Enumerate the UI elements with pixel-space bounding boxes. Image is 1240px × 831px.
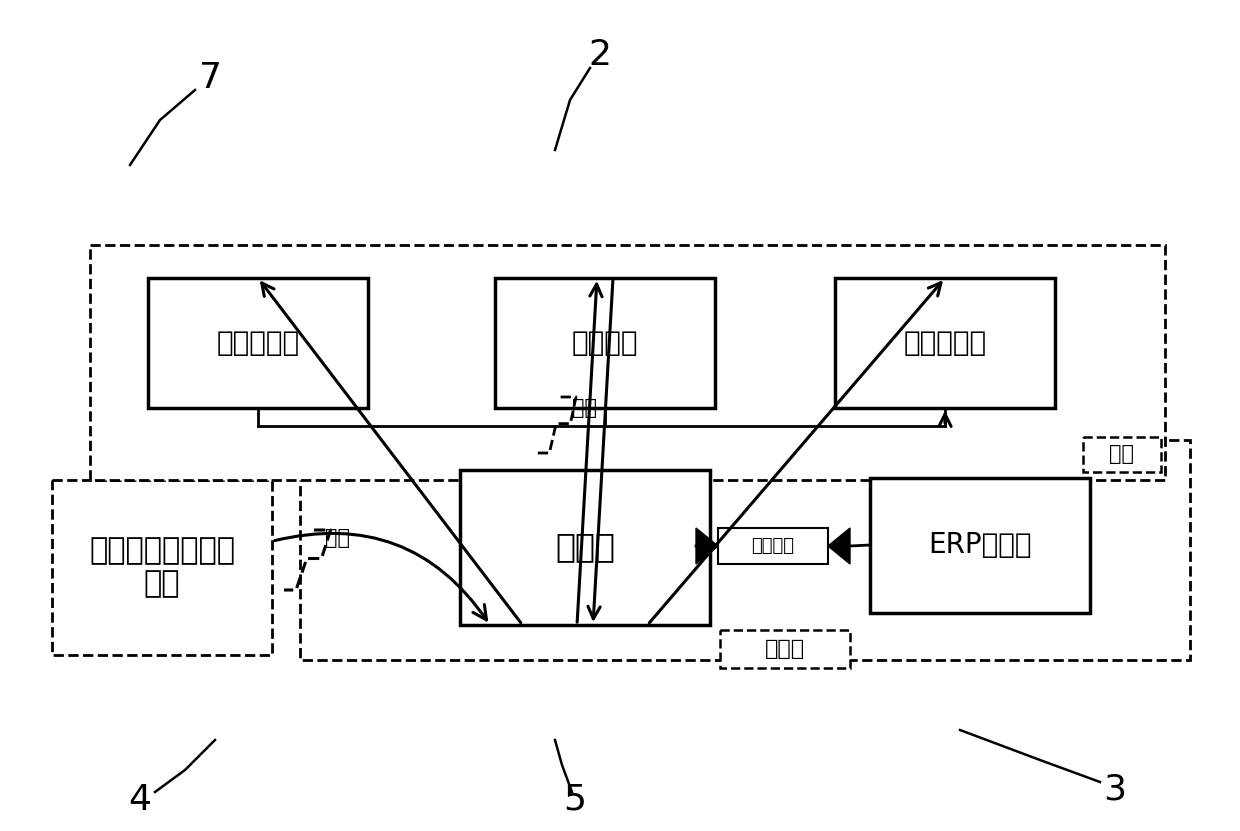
Text: 数据交换: 数据交换 <box>751 537 795 555</box>
Text: 网络: 网络 <box>325 528 350 548</box>
Bar <box>300 440 1190 660</box>
Text: 7: 7 <box>198 61 222 95</box>
Text: 公司相关管理人员
中心: 公司相关管理人员 中心 <box>89 536 236 598</box>
Text: 服务器: 服务器 <box>765 639 805 659</box>
Text: 网络: 网络 <box>572 398 596 418</box>
Text: ERP服务器: ERP服务器 <box>929 531 1032 559</box>
Text: 电子目视板: 电子目视板 <box>904 329 987 357</box>
Text: 4: 4 <box>129 783 151 817</box>
Bar <box>52 480 272 655</box>
Bar <box>720 630 849 668</box>
Bar <box>460 470 711 625</box>
Bar <box>495 278 715 408</box>
Text: 服务器: 服务器 <box>556 530 615 563</box>
Text: 车间: 车间 <box>1110 444 1135 464</box>
Bar <box>91 245 1166 480</box>
Text: 2: 2 <box>589 38 611 72</box>
Polygon shape <box>696 528 718 564</box>
Text: 电子标签卡: 电子标签卡 <box>217 329 300 357</box>
Bar <box>718 528 828 564</box>
Polygon shape <box>828 528 849 564</box>
Text: 5: 5 <box>563 783 587 817</box>
Bar <box>835 278 1055 408</box>
Text: 3: 3 <box>1104 773 1126 807</box>
Bar <box>148 278 368 408</box>
Text: 计数装置: 计数装置 <box>572 329 639 357</box>
Bar <box>1083 437 1161 472</box>
Bar <box>870 478 1090 613</box>
